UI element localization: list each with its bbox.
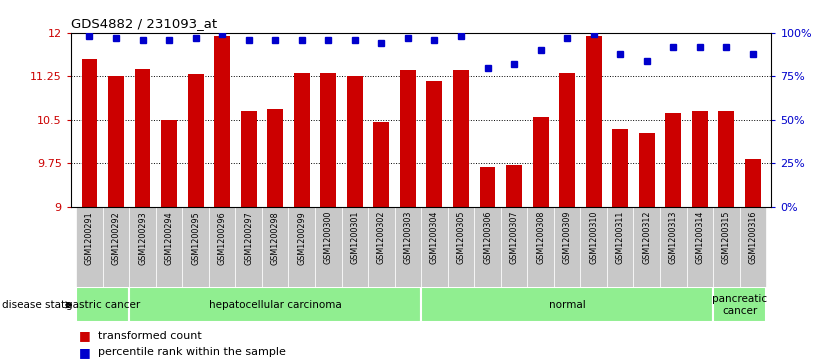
Text: GSM1200297: GSM1200297 [244,211,254,265]
Bar [421,207,448,287]
Text: GSM1200313: GSM1200313 [669,211,678,264]
Bar [289,207,315,287]
Bar [554,207,580,287]
Bar [666,113,681,207]
Bar [134,69,150,207]
Bar [692,111,708,207]
Bar [740,207,766,287]
Bar [129,287,421,322]
Bar [394,207,421,287]
Bar [235,207,262,287]
Bar [103,207,129,287]
Text: GSM1200299: GSM1200299 [297,211,306,265]
Bar [607,207,634,287]
Text: GSM1200314: GSM1200314 [696,211,704,264]
Text: GSM1200311: GSM1200311 [615,211,625,264]
Bar [713,287,766,322]
Text: GSM1200302: GSM1200302 [377,211,386,264]
Text: GSM1200295: GSM1200295 [191,211,200,265]
Text: GSM1200308: GSM1200308 [536,211,545,264]
Bar [262,207,289,287]
Bar [76,287,129,322]
Text: GSM1200291: GSM1200291 [85,211,94,265]
Text: GSM1200315: GSM1200315 [722,211,731,264]
Text: gastric cancer: gastric cancer [66,300,140,310]
Text: disease state: disease state [2,300,71,310]
Bar [421,287,713,322]
Bar [267,109,284,207]
Text: ■: ■ [79,329,91,342]
Bar [347,76,363,207]
Bar [500,207,527,287]
Text: GSM1200300: GSM1200300 [324,211,333,264]
Bar [129,207,156,287]
Bar [208,207,235,287]
Bar [660,207,686,287]
Bar [713,207,740,287]
Text: GSM1200301: GSM1200301 [350,211,359,264]
Bar [612,129,628,207]
Bar [188,74,203,207]
Bar [374,122,389,207]
Text: GSM1200298: GSM1200298 [271,211,279,265]
Bar [527,207,554,287]
Text: ■: ■ [79,346,91,359]
Text: pancreatic
cancer: pancreatic cancer [712,294,767,316]
Text: GDS4882 / 231093_at: GDS4882 / 231093_at [71,17,217,30]
Text: GSM1200293: GSM1200293 [138,211,147,265]
Bar [448,207,475,287]
Bar [634,207,660,287]
Text: GSM1200316: GSM1200316 [748,211,757,264]
Bar [108,76,124,207]
Bar [686,207,713,287]
Text: GSM1200310: GSM1200310 [589,211,598,264]
Bar [156,207,183,287]
Bar [315,207,342,287]
Bar [161,120,177,207]
Bar [533,117,549,207]
Bar [320,73,336,207]
Bar [480,167,495,207]
Text: GSM1200303: GSM1200303 [404,211,412,264]
Text: GSM1200305: GSM1200305 [456,211,465,264]
Text: GSM1200294: GSM1200294 [164,211,173,265]
Text: GSM1200312: GSM1200312 [642,211,651,264]
Bar [76,207,103,287]
Text: percentile rank within the sample: percentile rank within the sample [98,347,285,357]
Bar [559,73,575,207]
Bar [214,36,230,207]
Bar [453,70,469,207]
Bar [745,159,761,207]
Text: GSM1200304: GSM1200304 [430,211,439,264]
Text: normal: normal [549,300,585,310]
Bar [400,70,416,207]
Bar [639,132,655,207]
Text: GSM1200296: GSM1200296 [218,211,227,265]
Text: transformed count: transformed count [98,331,201,341]
Text: GSM1200306: GSM1200306 [483,211,492,264]
Bar [342,207,368,287]
Bar [718,111,734,207]
Bar [82,59,98,207]
Text: hepatocellular carcinoma: hepatocellular carcinoma [208,300,342,310]
Bar [506,165,522,207]
Bar [585,36,601,207]
Bar [294,73,309,207]
Text: GSM1200292: GSM1200292 [112,211,120,265]
Bar [183,207,208,287]
Bar [580,207,607,287]
Text: GSM1200309: GSM1200309 [563,211,571,264]
Bar [241,111,257,207]
Bar [475,207,500,287]
Bar [368,207,394,287]
Text: GSM1200307: GSM1200307 [510,211,519,264]
Bar [426,81,442,207]
